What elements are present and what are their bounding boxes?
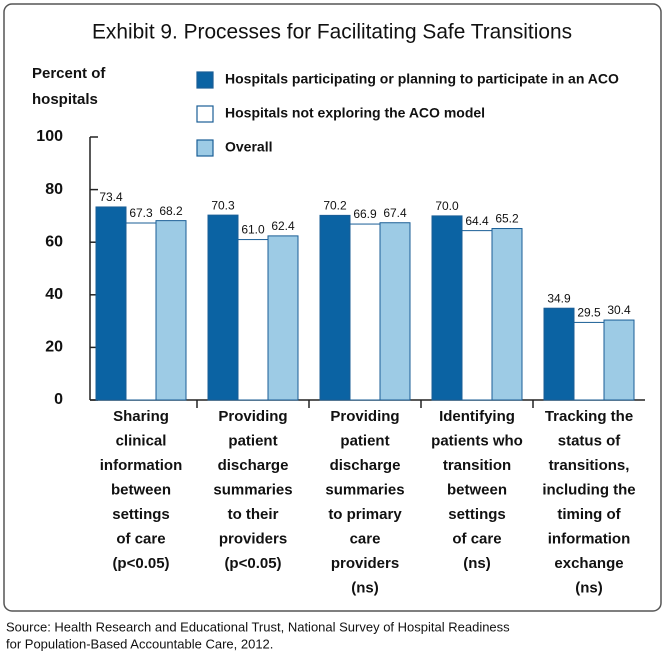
- y-tick-label: 40: [45, 286, 63, 303]
- legend-label: Hospitals participating or planning to p…: [225, 71, 619, 87]
- x-tick-label: (ns): [463, 555, 491, 572]
- x-tick-label: providers: [219, 530, 287, 547]
- value-label: 30.4: [607, 303, 631, 317]
- legend-swatch: [196, 139, 214, 157]
- x-tick-label: of care: [452, 530, 501, 547]
- x-tick-label: exchange: [554, 555, 623, 572]
- x-tick-label: patients who: [431, 432, 523, 449]
- x-tick-label: of care: [116, 530, 165, 547]
- value-label: 29.5: [577, 306, 601, 320]
- x-tick-label: settings: [448, 506, 506, 523]
- value-label: 65.2: [495, 212, 519, 226]
- x-tick-label: (ns): [575, 579, 603, 596]
- y-tick-label: 80: [45, 181, 63, 198]
- x-tick-label: transitions,: [549, 457, 630, 474]
- legend-label: Overall: [225, 139, 272, 155]
- bar: [461, 230, 493, 401]
- y-axis-label: hospitals: [32, 91, 98, 108]
- x-tick-label: information: [100, 457, 183, 474]
- x-tick-label: between: [447, 481, 507, 498]
- x-tick-label: to their: [228, 506, 279, 523]
- x-tick-label: clinical: [116, 432, 167, 449]
- x-tick-label: discharge: [330, 457, 401, 474]
- value-label: 66.9: [353, 207, 377, 221]
- value-label: 68.2: [159, 204, 183, 218]
- value-label: 64.4: [465, 214, 489, 228]
- y-tick-label: 100: [36, 128, 63, 145]
- source: for Population-Based Accountable Care, 2…: [6, 636, 273, 651]
- legend-label: Hospitals not exploring the ACO model: [225, 105, 485, 121]
- bar: [543, 307, 575, 401]
- bar: [155, 220, 187, 401]
- value-label: 61.0: [241, 223, 265, 237]
- x-tick-label: timing of: [557, 506, 621, 523]
- x-tick-label: Sharing: [113, 408, 169, 425]
- bar: [491, 228, 523, 401]
- bar: [431, 215, 463, 401]
- y-axis-label: Percent of: [32, 65, 106, 82]
- bar: [125, 222, 157, 401]
- value-label: 62.4: [271, 219, 295, 233]
- x-tick-label: between: [111, 481, 171, 498]
- bar: [267, 235, 299, 401]
- x-tick-label: status of: [558, 432, 622, 449]
- value-label: 70.0: [435, 199, 459, 213]
- bar: [207, 214, 239, 401]
- x-tick-label: providers: [331, 555, 399, 572]
- x-tick-label: discharge: [218, 457, 289, 474]
- x-tick-label: (p<0.05): [224, 555, 281, 572]
- x-tick-label: (p<0.05): [112, 555, 169, 572]
- x-tick-label: information: [548, 530, 631, 547]
- bar: [95, 206, 127, 401]
- y-tick-label: 20: [45, 339, 63, 356]
- bar: [237, 239, 269, 401]
- value-label: 67.3: [129, 206, 153, 220]
- bar: [379, 222, 411, 401]
- bar: [603, 319, 635, 401]
- x-tick-label: Providing: [218, 408, 287, 425]
- value-label: 70.3: [211, 198, 235, 212]
- bar: [319, 214, 351, 401]
- x-tick-label: Providing: [330, 408, 399, 425]
- x-tick-label: Tracking the: [545, 408, 633, 425]
- x-tick-label: including the: [542, 481, 635, 498]
- x-tick-label: to primary: [328, 506, 402, 523]
- value-label: 67.4: [383, 206, 407, 220]
- value-label: 34.9: [547, 291, 571, 305]
- x-tick-label: Identifying: [439, 408, 515, 425]
- legend-swatch: [196, 105, 214, 123]
- y-tick-label: 60: [45, 233, 63, 250]
- x-tick-label: transition: [443, 457, 511, 474]
- chart-title: Exhibit 9. Processes for Facilitating Sa…: [92, 21, 572, 44]
- value-label: 73.4: [99, 190, 123, 204]
- x-tick-label: care: [350, 530, 381, 547]
- x-tick-label: patient: [228, 432, 277, 449]
- legend-swatch: [196, 71, 214, 89]
- y-tick-label: 0: [54, 391, 63, 408]
- value-label: 70.2: [323, 199, 347, 213]
- x-tick-label: (ns): [351, 579, 379, 596]
- x-tick-label: summaries: [213, 481, 292, 498]
- source: Source: Health Research and Educational …: [6, 619, 510, 634]
- bar: [573, 321, 605, 401]
- x-tick-label: summaries: [325, 481, 404, 498]
- bar: [349, 223, 381, 401]
- x-tick-label: patient: [340, 432, 389, 449]
- x-tick-label: settings: [112, 506, 170, 523]
